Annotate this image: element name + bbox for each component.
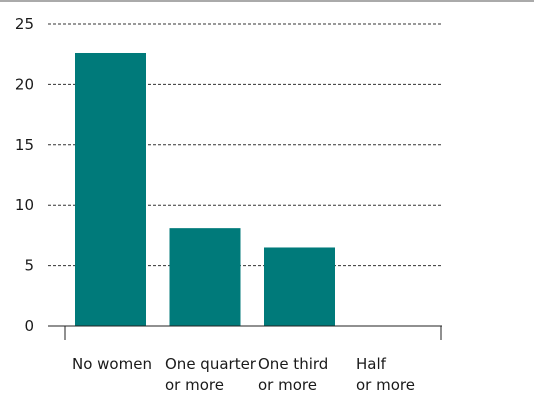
- bar: [169, 228, 241, 326]
- x-axis: [48, 325, 442, 340]
- x-tick-label-line: One third: [258, 355, 328, 373]
- x-tick-label: No women: [72, 355, 152, 373]
- x-tick-label-line: Half: [356, 355, 387, 373]
- y-tick-label: 20: [15, 75, 34, 93]
- bar: [75, 52, 146, 326]
- x-tick-label-line: or more: [258, 376, 317, 394]
- x-tick-label-line: No women: [72, 355, 152, 373]
- y-tick-label: 25: [15, 15, 34, 33]
- x-tick-label-line: or more: [356, 376, 415, 394]
- x-tick-label-line: One quarter: [165, 355, 257, 373]
- y-tick-labels: 0 5 10 15 20 25: [15, 15, 34, 335]
- y-tick-label: 10: [15, 196, 34, 214]
- x-tick-label: One quarter or more: [165, 355, 257, 394]
- y-tick-label: 15: [15, 136, 34, 154]
- bar: [264, 247, 335, 326]
- x-tick-label: One third or more: [258, 355, 328, 394]
- x-tick-label-line: or more: [165, 376, 224, 394]
- bars: [75, 52, 335, 326]
- x-tick-label: Half or more: [356, 355, 415, 394]
- y-tick-label: 5: [24, 257, 34, 275]
- y-tick-label: 0: [24, 317, 34, 335]
